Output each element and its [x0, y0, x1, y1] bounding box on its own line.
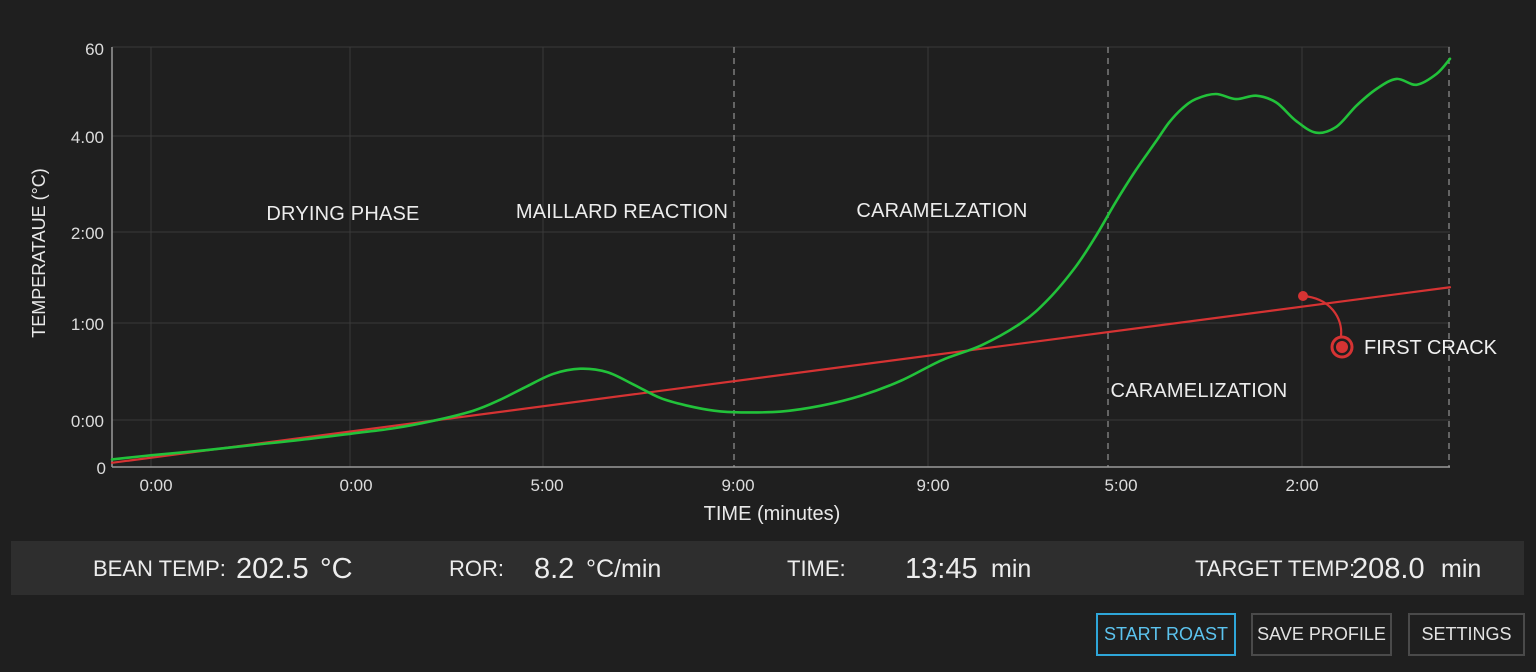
x-tick-label: 9:00 [721, 476, 754, 495]
x-tick-label: 9:00 [916, 476, 949, 495]
first-crack-annotation: FIRST CRACK [1298, 291, 1498, 359]
gridlines [112, 46, 1450, 467]
bean-temp-label: BEAN TEMP: [93, 556, 226, 581]
target-temp-line [110, 286, 1452, 464]
y-tick-labels: 0 0:00 1:00 2:00 4.00 60 [71, 40, 106, 478]
settings-button[interactable]: SETTINGS [1408, 613, 1525, 656]
bean-temp-curve [110, 57, 1452, 461]
phase-label-caramelzation: CARAMELZATION [856, 200, 1027, 222]
phase-dividers [733, 47, 1450, 467]
save-profile-button[interactable]: SAVE PROFILE [1251, 613, 1392, 656]
time-value: 13:45 [905, 553, 978, 585]
ror-value: 8.2 [534, 553, 575, 585]
ror-unit: °C/min [586, 555, 662, 583]
target-temp-unit: min [1441, 555, 1482, 583]
first-crack-dot [1298, 291, 1308, 301]
phase-label-maillard: MAILLARD REACTION [516, 201, 728, 223]
target-temp-label: TARGET TEMP: [1195, 556, 1356, 581]
bean-temp-value: 202.5 [236, 553, 309, 585]
phase-labels: DRYING PHASE MAILLARD REACTION CARAMELZA… [266, 200, 1287, 402]
phase-label-drying: DRYING PHASE [266, 203, 419, 225]
x-tick-label: 5:00 [1104, 476, 1137, 495]
time-label: TIME: [787, 556, 846, 581]
x-tick-labels: 0:00 0:00 5:00 9:00 9:00 5:00 2:00 [139, 476, 1318, 495]
y-tick-label: 2:00 [71, 224, 104, 243]
first-crack-connector [1302, 294, 1343, 337]
x-tick-label: 0:00 [339, 476, 372, 495]
x-tick-label: 5:00 [530, 476, 563, 495]
y-axis-title: TEMPERATAUE (°C) [29, 168, 49, 338]
y-tick-label: 0 [97, 459, 106, 478]
y-tick-label: 60 [85, 40, 104, 59]
start-roast-button[interactable]: START ROAST [1096, 613, 1236, 656]
roast-chart: 0 0:00 1:00 2:00 4.00 60 0:00 0:00 5:00 … [29, 40, 1498, 525]
target-temp-value: 208.0 [1352, 553, 1425, 585]
status-bar: BEAN TEMP: 202.5 °C ROR: 8.2 °C/min TIME… [11, 541, 1524, 595]
y-tick-label: 4.00 [71, 128, 104, 147]
first-crack-label: FIRST CRACK [1364, 337, 1498, 359]
time-unit: min [991, 555, 1032, 583]
x-tick-label: 2:00 [1285, 476, 1318, 495]
bean-temp-unit: °C [320, 553, 353, 585]
axes [111, 47, 1450, 468]
x-tick-label: 0:00 [139, 476, 172, 495]
first-crack-marker-icon [1330, 335, 1354, 359]
y-tick-label: 0:00 [71, 412, 104, 431]
y-tick-label: 1:00 [71, 315, 104, 334]
x-axis-title: TIME (minutes) [704, 503, 841, 525]
first-crack-marker-core [1336, 341, 1348, 353]
phase-label-caramelization: CARAMELIZATION [1111, 380, 1288, 402]
series-layer [110, 57, 1452, 464]
ror-label: ROR: [449, 556, 504, 581]
